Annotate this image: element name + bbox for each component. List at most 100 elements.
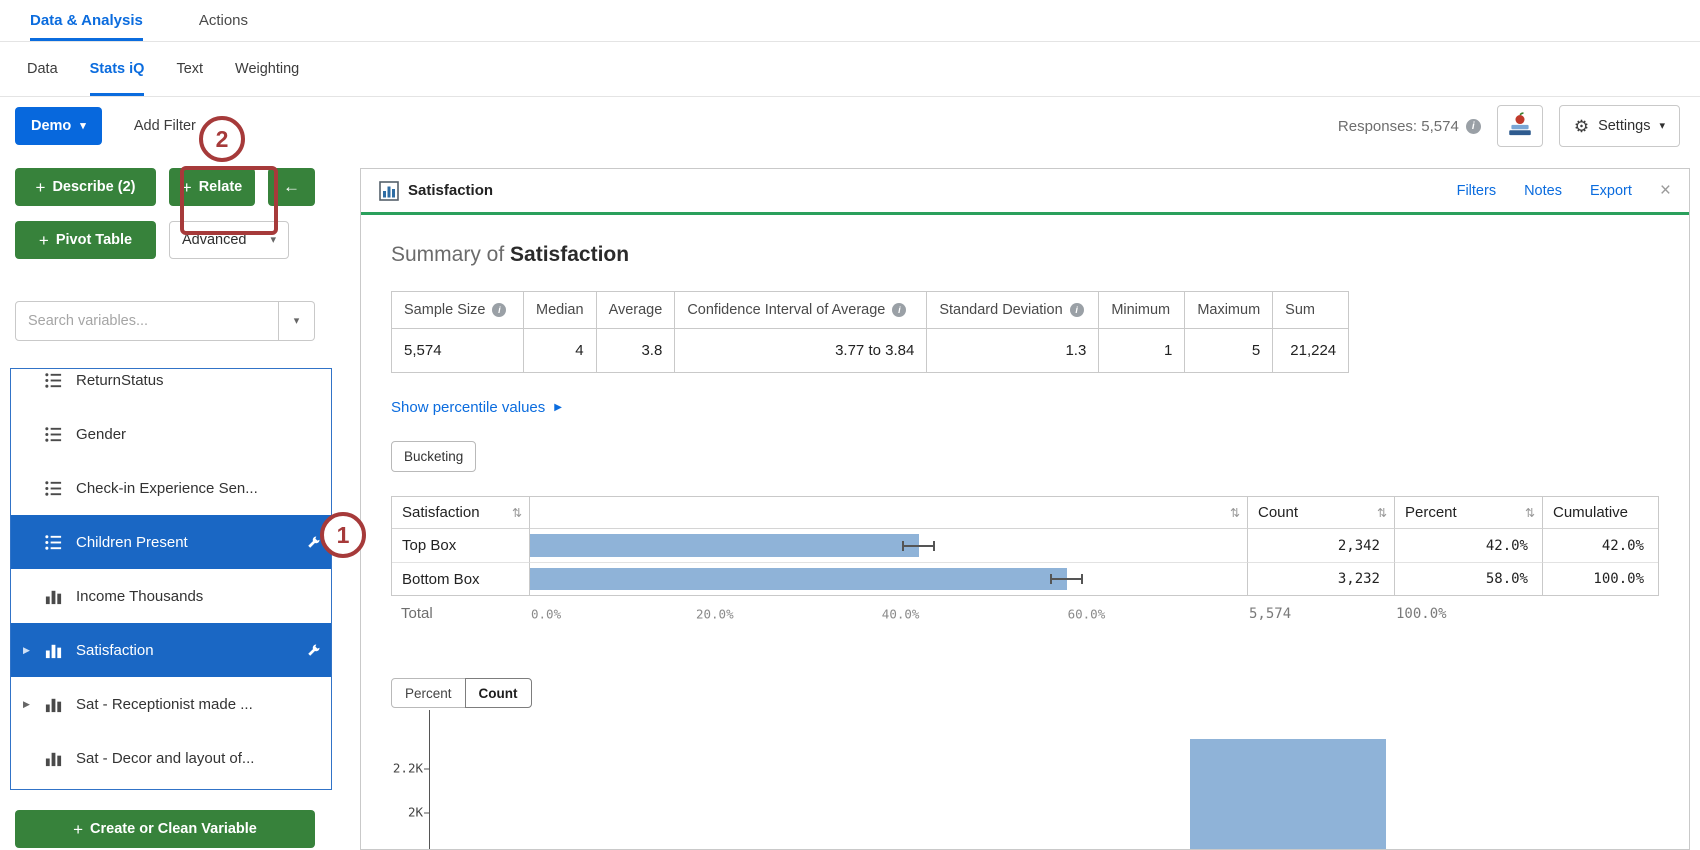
variable-label: Sat - Receptionist made ... <box>76 695 253 713</box>
card-header: Satisfaction Filters Notes Export × <box>361 169 1689 215</box>
close-icon[interactable]: × <box>1659 180 1671 201</box>
freq-cumulative-value: 100.0% <box>1593 571 1644 587</box>
toolbar: Demo ▾ Add Filter Responses: 5,574 i <box>0 97 1700 155</box>
chart-bar <box>1190 739 1386 849</box>
settings-button[interactable]: ⚙ Settings ▾ <box>1558 105 1680 147</box>
chevron-down-icon: ▾ <box>1659 119 1665 132</box>
total-percent: 100.0% <box>1396 606 1447 622</box>
summary-col-median: Median <box>523 291 597 329</box>
show-percentile-values-link[interactable]: Show percentile values ▶ <box>391 399 562 416</box>
export-link[interactable]: Export <box>1589 182 1632 199</box>
freq-row-label-cell: Bottom Box <box>392 562 530 595</box>
variable-row-check-in-experience-sen[interactable]: Check-in Experience Sen... <box>11 461 331 515</box>
variable-row-gender[interactable]: Gender <box>11 407 331 461</box>
sort-icon[interactable]: ⇅ <box>1229 505 1240 520</box>
describe-button[interactable]: + Describe (2) <box>15 168 156 206</box>
wrench-icon[interactable] <box>306 643 321 658</box>
sort-icon[interactable]: ⇅ <box>1524 505 1535 520</box>
summary-value-average: 3.8 <box>595 328 676 373</box>
toggle-count[interactable]: Count <box>464 678 532 708</box>
summary-value-median: 4 <box>523 328 597 373</box>
back-arrow-icon: ← <box>283 177 300 196</box>
percentile-link-label: Show percentile values <box>391 399 546 416</box>
pivot-table-button[interactable]: + Pivot Table <box>15 221 156 259</box>
info-icon[interactable]: i <box>1069 303 1084 318</box>
summary-col-standard-deviation: Standard Deviation i <box>926 291 1100 329</box>
demo-dropdown-button[interactable]: Demo ▾ <box>15 107 102 145</box>
info-icon[interactable]: i <box>492 303 507 318</box>
freq-header-count-label: Count <box>1258 504 1299 521</box>
tab-data-and-analysis[interactable]: Data & Analysis <box>30 0 143 41</box>
variable-row-income-thousands[interactable]: Income Thousands <box>11 569 331 623</box>
freq-count: 3,232 <box>1248 562 1395 595</box>
tab-text[interactable]: Text <box>176 61 204 77</box>
freq-header-percent[interactable]: Percent ⇅ <box>1395 497 1543 529</box>
expander-icon[interactable]: ▶ <box>23 644 30 655</box>
freq-header-count[interactable]: Count ⇅ <box>1248 497 1395 529</box>
summary-col-sample-size: Sample Size i <box>391 291 524 329</box>
freq-header-cumulative: Cumulative <box>1543 497 1658 529</box>
main-panel: Satisfaction Filters Notes Export × Summ… <box>332 155 1700 850</box>
expander-icon[interactable]: ▶ <box>23 698 30 709</box>
variable-row-sat-receptionist-made[interactable]: ▶ Sat - Receptionist made ... <box>11 677 331 731</box>
summary-heading: Summary of Satisfaction <box>391 243 1659 267</box>
variable-row-children-present[interactable]: Children Present <box>11 515 331 569</box>
sort-icon[interactable]: ⇅ <box>1376 505 1387 520</box>
freq-header-cumulative-label: Cumulative <box>1553 504 1629 521</box>
info-icon[interactable]: i <box>892 303 907 318</box>
summary-value-standard-deviation: 1.3 <box>926 328 1100 373</box>
advanced-dropdown[interactable]: Advanced ▾ <box>169 221 289 259</box>
tab-stats-iq[interactable]: Stats iQ <box>89 42 144 96</box>
search-options-dropdown[interactable]: ▾ <box>279 301 315 341</box>
freq-row-top-box: Top Box 2,342 42.0% 42.0% <box>392 529 1658 562</box>
variable-row-satisfaction[interactable]: ▶ Satisfaction <box>11 623 331 677</box>
create-or-clean-variable-button[interactable]: + Create or Clean Variable <box>15 810 315 848</box>
toggle-percent[interactable]: Percent <box>391 678 466 708</box>
variable-label: Gender <box>76 425 127 443</box>
freq-header-satisfaction[interactable]: Satisfaction ⇅ <box>392 497 530 529</box>
create-variable-label: Create or Clean Variable <box>90 821 257 837</box>
distribution-chart: 2.2K 2K <box>391 708 1659 849</box>
frequency-table-header: Satisfaction ⇅ ⇅ Count ⇅ Percent ⇅ Cumulative <box>392 497 1658 529</box>
freq-percent: 58.0% <box>1395 562 1543 595</box>
sidebar: + Describe (2) + Relate ← + Pivot Table … <box>0 155 332 850</box>
summary-subject: Satisfaction <box>510 243 630 266</box>
axis-tick-label: 40.0% <box>881 606 920 622</box>
learning-resources-button[interactable] <box>1496 105 1543 147</box>
pivot-table-label: Pivot Table <box>55 232 133 248</box>
bucketing-button[interactable]: Bucketing <box>391 441 477 472</box>
wrench-icon[interactable] <box>306 535 321 550</box>
gear-icon: ⚙ <box>1573 116 1590 136</box>
filters-link[interactable]: Filters <box>1456 182 1497 199</box>
freq-bar-cell <box>530 529 1248 562</box>
tab-data[interactable]: Data <box>27 61 58 77</box>
satisfaction-card: Satisfaction Filters Notes Export × Summ… <box>360 168 1690 850</box>
search-input[interactable] <box>15 301 279 341</box>
freq-percent: 42.0% <box>1395 529 1543 562</box>
sort-icon[interactable]: ⇅ <box>511 505 522 520</box>
summary-value-sample-size: 5,574 <box>391 328 524 373</box>
freq-header-satisfaction-label: Satisfaction <box>402 504 480 521</box>
info-icon[interactable]: i <box>1465 118 1481 134</box>
freq-row-bottom-box: Bottom Box 3,232 58.0% 100.0% <box>392 562 1658 595</box>
tab-weighting[interactable]: Weighting <box>235 61 300 77</box>
sub-nav: Data Stats iQ Text Weighting <box>0 42 1700 97</box>
freq-header-chart[interactable]: ⇅ <box>530 497 1248 529</box>
freq-row-label-cell: Top Box <box>392 529 530 562</box>
error-bar <box>1049 574 1084 584</box>
variable-label: Children Present <box>76 533 188 551</box>
variable-row-returnstatus[interactable]: ReturnStatus <box>11 369 331 407</box>
freq-cumulative: 42.0% <box>1543 529 1658 562</box>
summary-col-sum: Sum <box>1272 291 1350 329</box>
add-filter-link[interactable]: Add Filter <box>133 118 196 134</box>
freq-bar-cell <box>530 562 1248 595</box>
sidebar-action-row-1: + Describe (2) + Relate ← <box>15 168 332 206</box>
list-icon <box>43 370 63 390</box>
annotation-highlight-relate <box>180 166 278 235</box>
settings-label: Settings <box>1598 118 1651 134</box>
bar-chart-icon <box>43 694 63 714</box>
bar-chart-icon <box>379 180 399 201</box>
notes-link[interactable]: Notes <box>1524 182 1562 199</box>
tab-actions[interactable]: Actions <box>198 12 249 29</box>
variable-row-sat-decor-and-layout-of[interactable]: Sat - Decor and layout of... <box>11 731 331 785</box>
